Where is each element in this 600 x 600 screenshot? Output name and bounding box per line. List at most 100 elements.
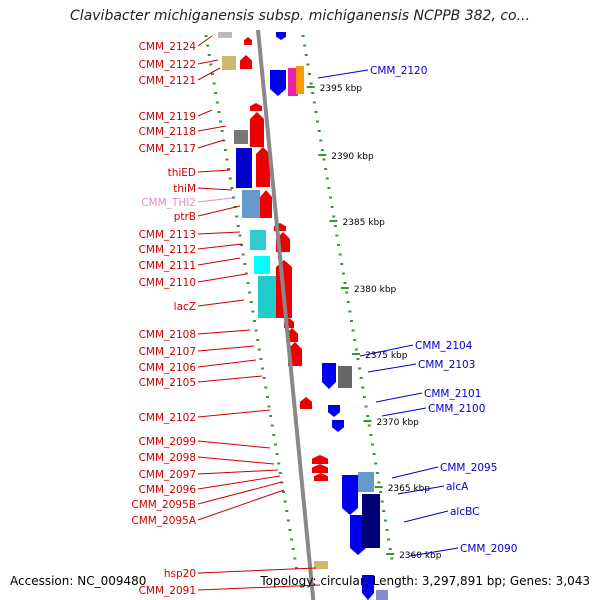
- left-tick-mark: [256, 339, 260, 341]
- right-tick-mark: [356, 358, 360, 360]
- left-gene-label[interactable]: ptrB: [174, 211, 196, 223]
- left-gene-label[interactable]: thiED: [168, 167, 196, 179]
- left-gene-label[interactable]: CMM_2117: [139, 143, 196, 155]
- right-label-leader: [403, 510, 449, 523]
- left-tick-mark: [264, 386, 268, 389]
- left-tick-mark: [269, 415, 273, 417]
- left-gene-label[interactable]: CMM_2102: [139, 412, 196, 424]
- right-gene-label[interactable]: CMM_2103: [418, 359, 475, 371]
- left-tick-mark: [261, 367, 265, 370]
- left-tick-mark: [288, 529, 292, 531]
- right-tick-mark: [358, 367, 362, 370]
- right-tick-mark: [345, 291, 349, 294]
- left-gene-label[interactable]: thiM: [173, 183, 196, 195]
- left-tick-mark: [244, 272, 248, 275]
- right-tick-mark: [354, 348, 358, 351]
- left-gene-label[interactable]: CMM_2124: [139, 41, 197, 53]
- left-gene-label[interactable]: CMM_2118: [139, 126, 196, 138]
- left-tick-mark: [277, 462, 281, 465]
- right-gene-label[interactable]: alcBC: [450, 506, 479, 518]
- left-tick-mark: [254, 329, 258, 332]
- left-gene-label[interactable]: CMM_2106: [139, 362, 197, 374]
- topology-text: Topology: circular; Length: 3,297,891 bp…: [260, 574, 590, 588]
- left-tick-mark: [257, 348, 261, 351]
- right-tick-mark: [377, 481, 381, 484]
- left-gene-label[interactable]: CMM_2119: [139, 111, 196, 123]
- left-tick-mark: [282, 491, 286, 493]
- left-gene-label[interactable]: CMM_2098: [139, 452, 196, 464]
- left-tick-mark: [231, 196, 235, 199]
- right-label-leader: [381, 407, 427, 417]
- right-tick-mark: [324, 168, 328, 170]
- left-gene-label[interactable]: CMM_THI2: [141, 197, 196, 209]
- left-tick-mark: [217, 111, 221, 113]
- left-gene-label[interactable]: CMM_2097: [139, 469, 196, 481]
- left-label-leader: [197, 469, 279, 475]
- gene-feature: [362, 494, 380, 548]
- left-tick-mark: [206, 44, 210, 47]
- right-gene-label[interactable]: CMM_2090: [460, 543, 517, 555]
- left-gene-label[interactable]: CMM_2095B: [131, 499, 196, 511]
- left-tick-mark: [249, 301, 253, 303]
- right-label-leader: [397, 485, 445, 495]
- left-tick-mark: [212, 82, 216, 85]
- left-gene-label[interactable]: CMM_2113: [139, 229, 196, 241]
- right-gene-label[interactable]: alcA: [446, 481, 469, 493]
- left-gene-label[interactable]: CMM_2112: [139, 244, 196, 256]
- scale-label: 2360 kbp: [399, 551, 442, 561]
- right-tick-mark: [307, 73, 311, 75]
- left-gene-label[interactable]: lacZ: [174, 301, 196, 313]
- right-tick-mark: [369, 434, 373, 436]
- left-gene-label[interactable]: CMM_2095A: [131, 515, 196, 527]
- right-label-leader: [367, 363, 417, 373]
- gene-feature: [242, 190, 260, 218]
- right-gene-label[interactable]: CMM_2095: [440, 462, 497, 474]
- gene-feature: [250, 230, 266, 250]
- left-gene-label[interactable]: CMM_2111: [139, 260, 196, 272]
- right-label-leader: [409, 547, 459, 557]
- left-gene-label[interactable]: CMM_2121: [139, 75, 196, 87]
- right-gene-label[interactable]: CMM_2101: [424, 388, 481, 400]
- right-gene-label[interactable]: CMM_2120: [370, 65, 427, 77]
- right-tick-mark: [330, 206, 334, 208]
- left-tick-mark: [294, 567, 298, 569]
- left-gene-label[interactable]: hsp20: [164, 568, 196, 580]
- left-tick-mark: [220, 130, 224, 132]
- left-gene-label[interactable]: CMM_2110: [139, 277, 196, 289]
- right-tick-mark: [372, 453, 376, 455]
- right-gene-label[interactable]: CMM_2100: [428, 403, 485, 415]
- left-label-leader: [197, 139, 225, 149]
- left-label-leader: [197, 273, 247, 283]
- right-tick-mark: [303, 44, 307, 47]
- scale-label: 2390 kbp: [331, 152, 374, 162]
- left-label-leader: [197, 109, 213, 117]
- right-tick-mark: [364, 405, 368, 408]
- forward-gene-feature: [250, 103, 262, 111]
- gene-feature: [258, 276, 276, 318]
- left-tick-mark: [285, 510, 289, 512]
- left-gene-label[interactable]: CMM_2107: [139, 346, 196, 358]
- right-tick-mark: [327, 187, 331, 189]
- right-tick-mark: [367, 424, 371, 427]
- left-label-leader: [197, 475, 281, 490]
- left-gene-label[interactable]: CMM_2099: [139, 436, 196, 448]
- right-gene-label[interactable]: CMM_2104: [415, 340, 473, 352]
- right-label-leader: [391, 466, 439, 479]
- right-tick-mark: [317, 130, 321, 132]
- right-tick-mark: [335, 234, 339, 237]
- left-label-leader: [197, 67, 221, 81]
- left-gene-label[interactable]: CMM_2096: [139, 484, 197, 496]
- left-gene-label[interactable]: CMM_2105: [139, 377, 196, 389]
- gene-feature: [218, 32, 232, 38]
- left-gene-label[interactable]: CMM_2091: [139, 585, 196, 597]
- left-gene-label[interactable]: CMM_2122: [139, 59, 196, 71]
- forward-gene-feature: [240, 55, 252, 69]
- map-title: Clavibacter michiganensis subsp. michiga…: [70, 8, 530, 24]
- left-gene-label[interactable]: CMM_2108: [139, 329, 196, 341]
- left-tick-mark: [219, 120, 223, 123]
- right-tick-mark: [361, 386, 365, 389]
- left-tick-mark: [283, 500, 287, 503]
- right-tick-mark: [353, 339, 357, 341]
- left-label-leader: [197, 169, 231, 173]
